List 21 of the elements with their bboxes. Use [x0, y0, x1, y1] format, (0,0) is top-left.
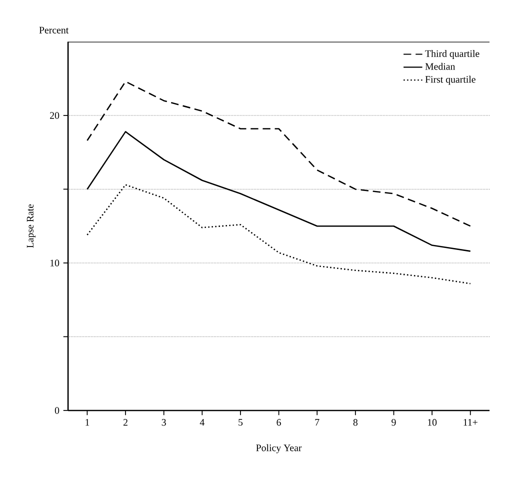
x-tick-label: 3 [162, 419, 166, 426]
y-tick-label: 10 [50, 260, 60, 267]
x-tick-label: 8 [353, 419, 358, 426]
x-tick-label: 9 [392, 419, 396, 426]
x-tick-label: 1 [86, 419, 90, 426]
y-axis-title: Lapse Rate [26, 204, 36, 248]
x-tick-label: 10 [428, 419, 437, 426]
text: Percent [39, 27, 69, 34]
x-tick-label: 6 [276, 419, 281, 426]
x-axis-title: Policy Year [256, 444, 302, 454]
x-tick-label: 7 [315, 419, 320, 426]
legend-label: First quartile [425, 76, 476, 85]
x-tick-label: 11+ [464, 419, 478, 426]
y-tick-label: 20 [50, 112, 60, 120]
line-series [86, 184, 472, 285]
legend-label: Median [425, 63, 456, 70]
legend-label: Third quartile [425, 50, 480, 60]
x-tick-label: 2 [123, 419, 128, 426]
y-tick-label: 0 [54, 407, 60, 414]
x-tick-label: 5 [238, 419, 243, 426]
x-tick-label: 4 [200, 419, 204, 426]
